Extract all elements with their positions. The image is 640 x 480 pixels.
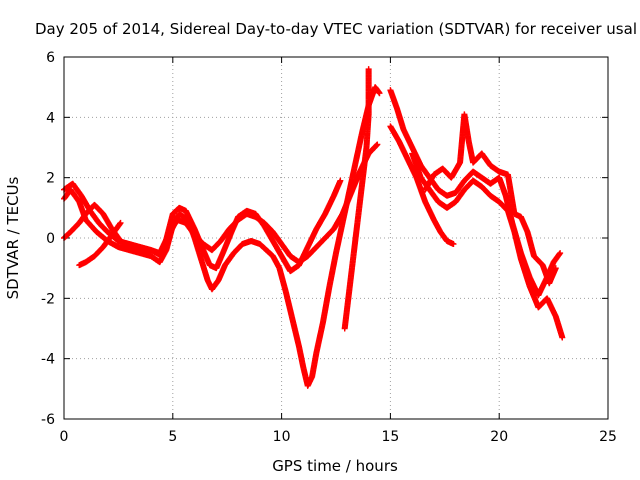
y-tick-label: 6 bbox=[46, 50, 55, 66]
data-point bbox=[552, 265, 559, 272]
data-point bbox=[374, 141, 381, 148]
y-tick-label: 0 bbox=[46, 231, 55, 247]
series-trace-3 bbox=[61, 177, 344, 275]
series-trace-6 bbox=[387, 87, 564, 299]
series-trace-9 bbox=[422, 111, 559, 287]
grid bbox=[64, 57, 608, 419]
y-tick-label: 4 bbox=[46, 110, 55, 126]
series-trace-8 bbox=[409, 150, 566, 341]
x-axis-label: GPS time / hours bbox=[272, 457, 398, 475]
y-axis-label: SDTVAR / TECUs bbox=[4, 176, 22, 299]
x-tick-label: 15 bbox=[381, 429, 399, 445]
series-trace-7 bbox=[387, 123, 457, 248]
data-point bbox=[117, 219, 124, 226]
y-tick-label: -2 bbox=[41, 291, 55, 307]
x-tick-label: 5 bbox=[168, 429, 177, 445]
data-point bbox=[559, 334, 566, 341]
y-tick-label: -4 bbox=[41, 352, 55, 368]
x-tick-label: 25 bbox=[599, 429, 617, 445]
data-point bbox=[376, 90, 383, 97]
data-point bbox=[557, 250, 564, 257]
y-tick-label: -6 bbox=[41, 412, 55, 428]
axes: 0 5 10 15 20 25 -6 -4 -2 0 2 4 6 bbox=[41, 50, 617, 445]
chart-title: Day 205 of 2014, Sidereal Day-to-day VTE… bbox=[35, 20, 637, 38]
data-point bbox=[365, 66, 372, 73]
data-point bbox=[337, 177, 344, 184]
data-area bbox=[61, 66, 566, 389]
y-tick-label: 2 bbox=[46, 171, 55, 187]
x-tick-label: 10 bbox=[273, 429, 291, 445]
series-trace-5 bbox=[341, 66, 372, 332]
plot-frame bbox=[63, 56, 609, 420]
x-tick-label: 0 bbox=[60, 429, 69, 445]
x-tick-label: 20 bbox=[490, 429, 508, 445]
data-point bbox=[450, 241, 457, 248]
series-trace-4 bbox=[76, 219, 124, 269]
